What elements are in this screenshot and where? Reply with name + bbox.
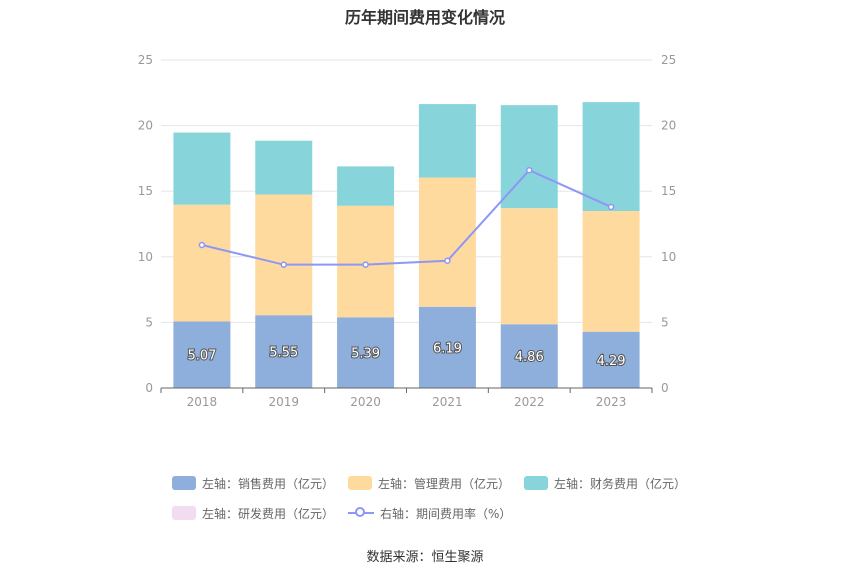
legend-item-expense-rate[interactable]: 右轴：期间费用率（%） <box>348 505 511 522</box>
bar-value-label: 6.19 <box>433 341 462 356</box>
line-point <box>362 261 369 268</box>
bar-value-label: 5.55 <box>269 346 298 361</box>
y-left-tick-label: 20 <box>138 119 153 133</box>
bar-segment <box>500 208 558 325</box>
series-line-expense-rate <box>201 168 612 266</box>
legend-label-finance: 左轴：财务费用（亿元） <box>554 476 687 491</box>
legend-line-icon <box>348 506 375 520</box>
bar-segment <box>582 331 640 388</box>
x-tick-label: 2022 <box>514 395 545 409</box>
line-point <box>280 261 287 268</box>
y-right-tick-label: 10 <box>661 250 676 264</box>
y-left-tick-label: 10 <box>138 250 153 264</box>
source-note: 数据来源：恒生聚源 <box>366 550 484 565</box>
x-tick-label: 2018 <box>187 395 218 409</box>
y-left-tick-label: 0 <box>145 381 153 395</box>
bar-segment <box>173 204 231 322</box>
y-right-tick-label: 0 <box>661 381 669 395</box>
bar-value-label: 4.86 <box>515 350 544 365</box>
x-tick-label: 2019 <box>268 395 299 409</box>
legend-swatch-sales <box>172 476 196 490</box>
chart-legend: 左轴：销售费用（亿元） 左轴：管理费用（亿元） 左轴：财务费用（亿元） 左轴：研… <box>172 472 692 532</box>
bar-segment <box>337 317 395 388</box>
bar-segment <box>418 104 476 178</box>
x-tick-label: 2020 <box>350 395 381 409</box>
y-right-tick-label: 15 <box>661 184 676 198</box>
chart-plot: 5.07 5.55 5.39 6.19 4.86 4.29 0 5 10 15 20 25 0 5 10 1… <box>138 53 677 409</box>
x-tick-label: 2021 <box>432 395 463 409</box>
line-point <box>526 166 533 174</box>
y-left-tick-label: 25 <box>138 53 153 67</box>
bar-segment <box>255 140 313 195</box>
bar-segment <box>255 315 313 388</box>
bar-segment <box>337 166 395 206</box>
legend-label-expense-rate: 右轴：期间费用率（%） <box>380 506 512 521</box>
x-tick-label: 2023 <box>596 395 627 409</box>
bar-segment <box>582 102 640 212</box>
legend-item-finance[interactable]: 左轴：财务费用（亿元） <box>524 475 686 492</box>
chart-title: 历年期间费用变化情况 <box>344 8 505 27</box>
legend-item-rnd[interactable]: 左轴：研发费用（亿元） <box>172 505 334 522</box>
bar-value-label: 5.39 <box>351 347 380 362</box>
y-left-tick-label: 5 <box>145 315 153 329</box>
bar-segment <box>173 132 231 205</box>
legend-label-management: 左轴：管理费用（亿元） <box>378 476 511 491</box>
line-point <box>607 203 615 211</box>
bar-segment <box>582 211 640 332</box>
bar-segment <box>255 194 313 316</box>
bar-segment <box>173 321 231 388</box>
bar-value-label: 5.07 <box>187 349 216 364</box>
legend-swatch-finance <box>524 476 549 490</box>
legend-label-sales: 左轴：销售费用（亿元） <box>202 476 335 491</box>
line-point <box>198 241 206 249</box>
y-right-tick-label: 5 <box>661 315 669 329</box>
line-point <box>444 257 451 264</box>
bar-segment <box>500 324 558 388</box>
bar-segment <box>418 306 476 388</box>
legend-item-sales[interactable]: 左轴：销售费用（亿元） <box>172 475 334 492</box>
legend-swatch-rnd <box>172 506 196 520</box>
bar-segment <box>418 177 476 307</box>
y-right-tick-label: 20 <box>661 119 676 133</box>
legend-item-management[interactable]: 左轴：管理费用（亿元） <box>348 475 510 492</box>
y-right-tick-label: 25 <box>661 53 676 67</box>
legend-swatch-management <box>348 476 373 490</box>
bar-value-label: 4.29 <box>597 354 626 369</box>
legend-label-rnd: 左轴：研发费用（亿元） <box>202 506 335 521</box>
y-left-tick-label: 15 <box>138 184 153 198</box>
